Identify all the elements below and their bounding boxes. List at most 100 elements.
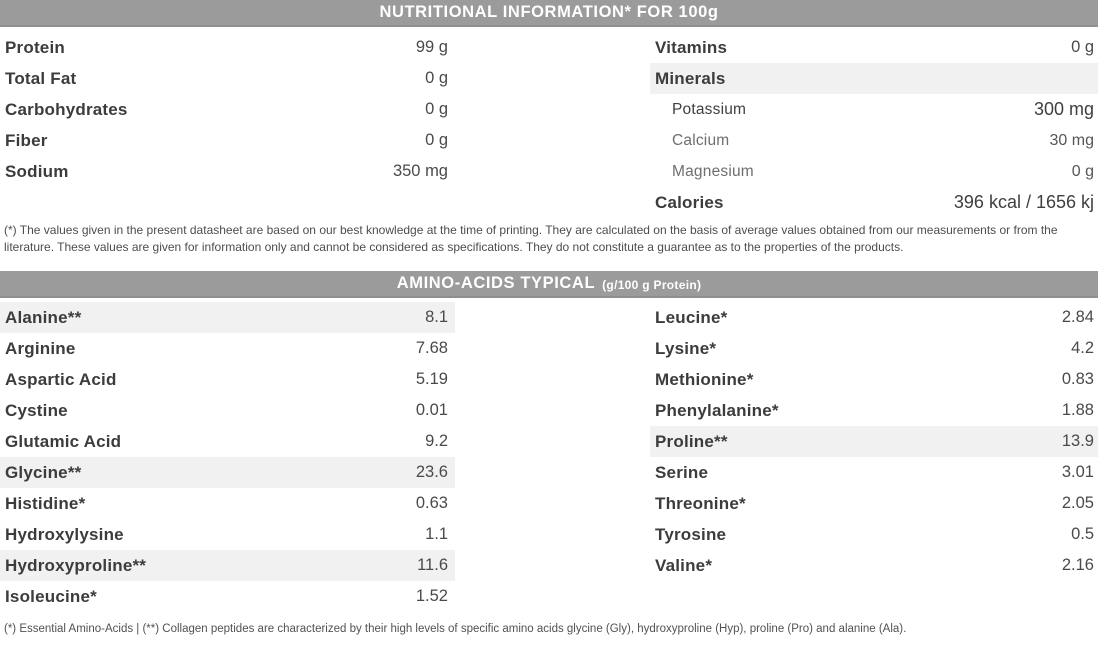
amino-header-bar: AMINO-ACIDS TYPICAL (g/100 g Protein) <box>0 271 1098 298</box>
row-label: Isoleucine* <box>5 586 97 606</box>
row-label: Threonine* <box>655 493 746 513</box>
table-row: Calcium 30 mg <box>650 125 1098 156</box>
nutrition-footnote: (*) The values given in the present data… <box>4 223 1058 254</box>
row-value: 350 mg <box>392 162 448 180</box>
row-label: Potassium <box>672 100 747 118</box>
amino-title-unit: (g/100 g Protein) <box>602 278 702 292</box>
table-row: Total Fat 0 g <box>0 63 455 94</box>
row-label: Tyrosine <box>655 524 727 544</box>
row-label: Aspartic Acid <box>5 369 117 389</box>
amino-section: Alanine** 8.1 Arginine 7.68 Aspartic Aci… <box>0 298 1098 612</box>
row-label: Glycine** <box>5 462 82 482</box>
table-row: Alanine** 8.1 <box>0 302 455 333</box>
table-row: Glutamic Acid 9.2 <box>0 426 455 457</box>
row-value: 8.1 <box>425 308 448 326</box>
row-label: Magnesium <box>672 162 754 180</box>
row-value: 4.2 <box>1071 339 1094 357</box>
row-label: Alanine** <box>5 307 82 327</box>
row-value: 0.5 <box>1071 525 1094 543</box>
row-value: 3.01 <box>1061 463 1094 481</box>
row-value: 0 g <box>425 131 448 149</box>
table-row: Serine 3.01 <box>650 457 1098 488</box>
table-row: Magnesium 0 g <box>650 156 1098 187</box>
row-value: 11.6 <box>417 556 448 574</box>
table-row: Hydroxylysine 1.1 <box>0 519 455 550</box>
nutrition-title: NUTRITIONAL INFORMATION* FOR 100g <box>379 3 719 21</box>
row-value: 0 g <box>1071 38 1094 56</box>
row-value: 23.6 <box>415 463 448 481</box>
table-row: Hydroxyproline** 11.6 <box>0 550 455 581</box>
nutrition-header-bar: NUTRITIONAL INFORMATION* FOR 100g <box>0 0 1098 27</box>
row-value: 396 kcal / 1656 kj <box>953 192 1094 212</box>
table-row: Vitamins 0 g <box>650 32 1098 63</box>
row-label: Calcium <box>672 131 730 149</box>
table-row: Lysine* 4.2 <box>650 333 1098 364</box>
row-label: Fiber <box>5 130 48 150</box>
table-row: Arginine 7.68 <box>0 333 455 364</box>
table-row: Phenylalanine* 1.88 <box>650 395 1098 426</box>
row-value: 5.19 <box>415 370 448 388</box>
row-label: Hydroxyproline** <box>5 555 147 575</box>
row-label: Sodium <box>5 161 69 181</box>
amino-right-column: Leucine* 2.84 Lysine* 4.2 Methionine* 0.… <box>650 302 1098 612</box>
row-value: 7.68 <box>415 339 448 357</box>
row-label: Histidine* <box>5 493 86 513</box>
table-row: Tyrosine 0.5 <box>650 519 1098 550</box>
row-label: Protein <box>5 37 65 57</box>
table-row: Sodium 350 mg <box>0 156 455 187</box>
nutrition-section: Protein 99 g Total Fat 0 g Carbohydrates… <box>0 27 1098 218</box>
amino-footnote: (*) Essential Amino-Acids | (**) Collage… <box>4 623 907 635</box>
row-label: Total Fat <box>5 68 77 88</box>
row-label: Valine* <box>655 555 713 575</box>
row-value: 0 g <box>1071 162 1094 180</box>
nutrition-right-column: Vitamins 0 g Minerals Potassium 300 mg C… <box>650 32 1098 218</box>
row-value: 0.63 <box>415 494 448 512</box>
row-label: Lysine* <box>655 338 717 358</box>
table-row: Glycine** 23.6 <box>0 457 455 488</box>
row-value: 99 g <box>415 38 448 56</box>
table-row: Calories 396 kcal / 1656 kj <box>650 187 1098 218</box>
row-value: 0.83 <box>1061 370 1094 388</box>
amino-left-column: Alanine** 8.1 Arginine 7.68 Aspartic Aci… <box>0 302 455 612</box>
table-row: Leucine* 2.84 <box>650 302 1098 333</box>
row-value: 0 g <box>425 69 448 87</box>
row-value: 1.88 <box>1061 401 1094 419</box>
table-row: Histidine* 0.63 <box>0 488 455 519</box>
row-label: Carbohydrates <box>5 99 128 119</box>
table-row: Protein 99 g <box>0 32 455 63</box>
row-label: Cystine <box>5 400 68 420</box>
table-row: Carbohydrates 0 g <box>0 94 455 125</box>
table-row: Fiber 0 g <box>0 125 455 156</box>
table-row: Cystine 0.01 <box>0 395 455 426</box>
row-value: 30 mg <box>1049 131 1094 149</box>
table-row: Valine* 2.16 <box>650 550 1098 581</box>
row-label: Glutamic Acid <box>5 431 122 451</box>
row-label: Calories <box>655 192 724 212</box>
row-value: 2.16 <box>1061 556 1094 574</box>
row-label: Proline** <box>655 431 728 451</box>
table-row: Minerals <box>650 63 1098 94</box>
row-value: 2.84 <box>1061 308 1094 326</box>
row-label: Arginine <box>5 338 76 358</box>
row-value: 2.05 <box>1061 494 1094 512</box>
row-value: 300 mg <box>1033 99 1094 119</box>
row-value: 0 g <box>425 100 448 118</box>
row-label: Vitamins <box>655 37 728 57</box>
row-value: 9.2 <box>425 432 448 450</box>
amino-title: AMINO-ACIDS TYPICAL <box>396 274 596 292</box>
row-value: 1.52 <box>415 587 448 605</box>
table-row: Proline** 13.9 <box>650 426 1098 457</box>
row-label: Minerals <box>655 68 726 88</box>
row-label: Methionine* <box>655 369 754 389</box>
table-row: Isoleucine* 1.52 <box>0 581 455 612</box>
table-row: Methionine* 0.83 <box>650 364 1098 395</box>
nutrition-left-column: Protein 99 g Total Fat 0 g Carbohydrates… <box>0 32 455 218</box>
table-row: Potassium 300 mg <box>650 94 1098 125</box>
row-label: Hydroxylysine <box>5 524 124 544</box>
row-label: Serine <box>655 462 709 482</box>
table-row: Threonine* 2.05 <box>650 488 1098 519</box>
row-value: 0.01 <box>415 401 448 419</box>
row-label: Leucine* <box>655 307 728 327</box>
table-row: Aspartic Acid 5.19 <box>0 364 455 395</box>
row-label: Phenylalanine* <box>655 400 779 420</box>
